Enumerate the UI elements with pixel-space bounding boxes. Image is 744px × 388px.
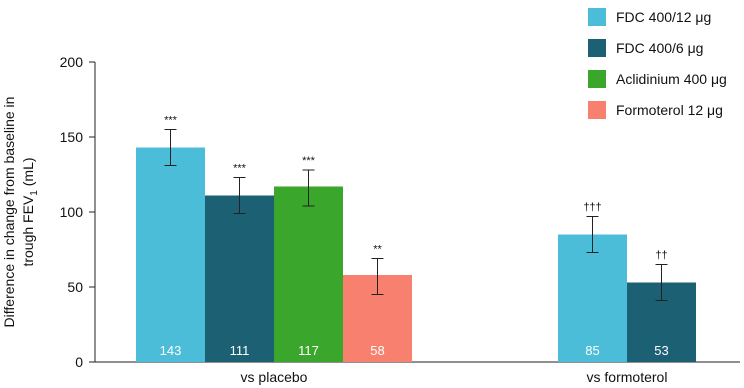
legend-label-fdc-400-12: FDC 400/12 μg: [616, 9, 712, 25]
legend-item-fdc-400-6: FDC 400/6 μg: [588, 37, 727, 59]
y-axis-label-line2: trough FEV1 (mL): [20, 157, 40, 266]
significance-marker: **: [373, 244, 382, 256]
legend-label-formoterol: Formoterol 12 μg: [616, 102, 723, 118]
bar-value-label: 58: [370, 343, 384, 358]
bar-value-label: 53: [654, 343, 668, 358]
x-category-label: vs placebo: [241, 369, 308, 385]
bar-value-label: 111: [230, 343, 250, 358]
y-axis-label-line1: Difference in change from baseline in: [1, 97, 17, 328]
y-tick-label: 50: [67, 279, 83, 295]
bar-value-label: 117: [298, 343, 319, 358]
legend-item-aclidinium: Aclidinium 400 μg: [588, 68, 727, 90]
significance-marker: ††: [655, 250, 667, 262]
bar: [558, 234, 627, 362]
y-tick-label: 0: [75, 354, 83, 370]
legend-swatch-fdc-400-6: [588, 39, 606, 57]
legend-swatch-formoterol: [588, 101, 606, 119]
x-category-label: vs formoterol: [587, 369, 668, 385]
legend-item-fdc-400-12: FDC 400/12 μg: [588, 6, 727, 28]
significance-marker: †††: [583, 202, 601, 214]
significance-marker: ***: [233, 163, 247, 175]
significance-marker: ***: [164, 115, 178, 127]
legend-swatch-aclidinium: [588, 70, 606, 88]
bar: [274, 186, 343, 362]
y-tick-label: 100: [60, 204, 84, 220]
bar: [205, 195, 274, 362]
bar-value-label: 143: [160, 343, 182, 358]
y-tick-label: 150: [60, 129, 84, 145]
bar: [136, 147, 205, 362]
significance-marker: ***: [302, 155, 316, 167]
legend-swatch-fdc-400-12: [588, 8, 606, 26]
legend-label-aclidinium: Aclidinium 400 μg: [616, 71, 727, 87]
legend: FDC 400/12 μg FDC 400/6 μg Aclidinium 40…: [588, 6, 727, 130]
bar-value-label: 85: [585, 343, 599, 358]
legend-label-fdc-400-6: FDC 400/6 μg: [616, 40, 704, 56]
legend-item-formoterol: Formoterol 12 μg: [588, 99, 727, 121]
y-tick-label: 200: [60, 54, 84, 70]
